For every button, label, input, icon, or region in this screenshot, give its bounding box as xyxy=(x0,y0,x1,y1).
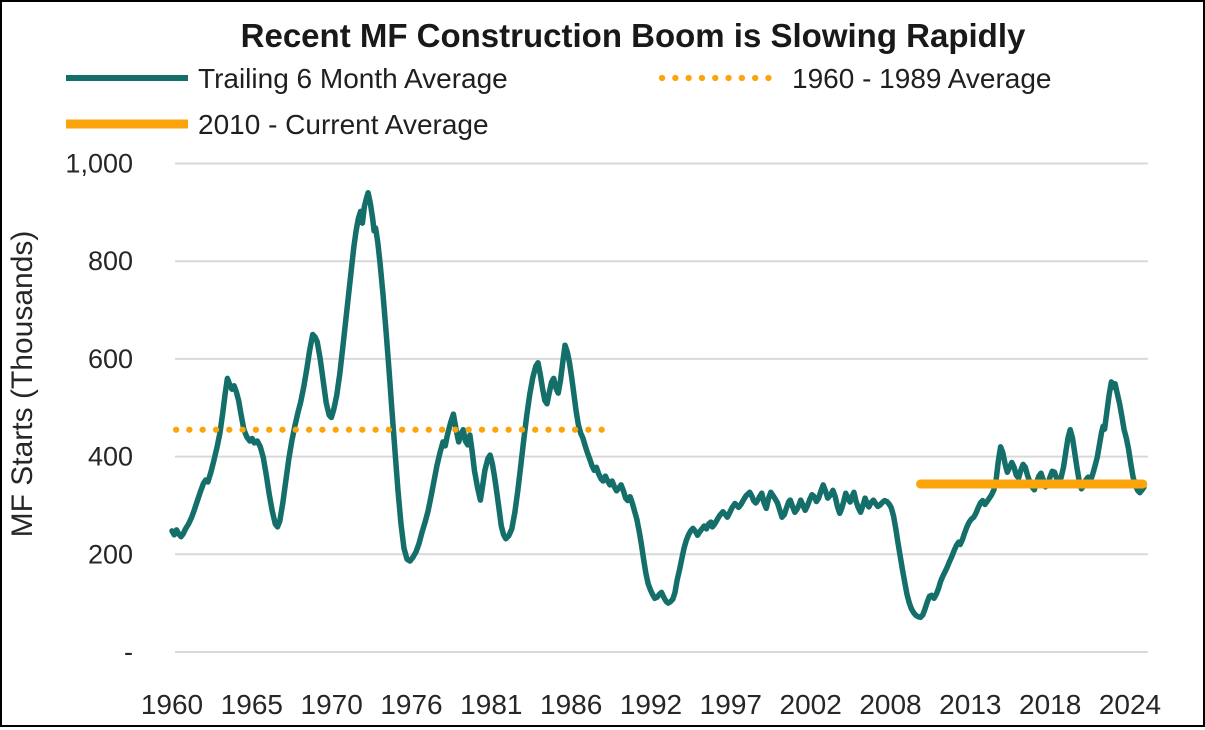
chart-title: Recent MF Construction Boom is Slowing R… xyxy=(241,17,1026,54)
series-line-trailing-6-month-average xyxy=(169,190,1147,621)
legend-swatches xyxy=(66,74,782,129)
x-tick-label-2013: 2013 xyxy=(939,689,1001,720)
x-tick-label-1992: 1992 xyxy=(620,689,682,720)
x-tick-label-1960: 1960 xyxy=(141,689,203,720)
y-tick-label-400: 400 xyxy=(88,442,133,472)
y-tick-label-200: 200 xyxy=(88,539,133,569)
y-tick-label-1000: 1,000 xyxy=(65,149,133,179)
y-tick-label-0: - xyxy=(124,637,133,667)
y-axis-tick-labels: 1,000 800 600 400 200 - xyxy=(65,149,133,668)
x-tick-label-1986: 1986 xyxy=(540,689,602,720)
x-tick-label-1997: 1997 xyxy=(700,689,762,720)
y-tick-label-800: 800 xyxy=(88,246,133,276)
legend-label-2010-current-average: 2010 - Current Average xyxy=(198,109,489,140)
y-tick-label-600: 600 xyxy=(88,344,133,374)
legend: Trailing 6 Month Average 1960 - 1989 Ave… xyxy=(66,63,1051,140)
legend-label-trailing-6-month-average: Trailing 6 Month Average xyxy=(198,63,508,94)
x-axis-tick-labels: 1960 1965 1970 1976 1981 1986 1992 1997 2002 2008… xyxy=(141,689,1161,720)
x-tick-label-2024: 2024 xyxy=(1099,689,1161,720)
x-tick-label-1976: 1976 xyxy=(380,689,442,720)
x-tick-label-1970: 1970 xyxy=(301,689,363,720)
gridlines xyxy=(175,162,1148,653)
plot-area xyxy=(169,190,1148,621)
x-tick-label-2002: 2002 xyxy=(780,689,842,720)
legend-label-1960-1989-average: 1960 - 1989 Average xyxy=(792,63,1051,94)
x-tick-label-2018: 2018 xyxy=(1019,689,1081,720)
x-tick-label-1981: 1981 xyxy=(460,689,522,720)
x-tick-label-2008: 2008 xyxy=(859,689,921,720)
x-tick-label-1965: 1965 xyxy=(221,689,283,720)
y-axis-title: MF Starts (Thousands) xyxy=(6,231,39,538)
